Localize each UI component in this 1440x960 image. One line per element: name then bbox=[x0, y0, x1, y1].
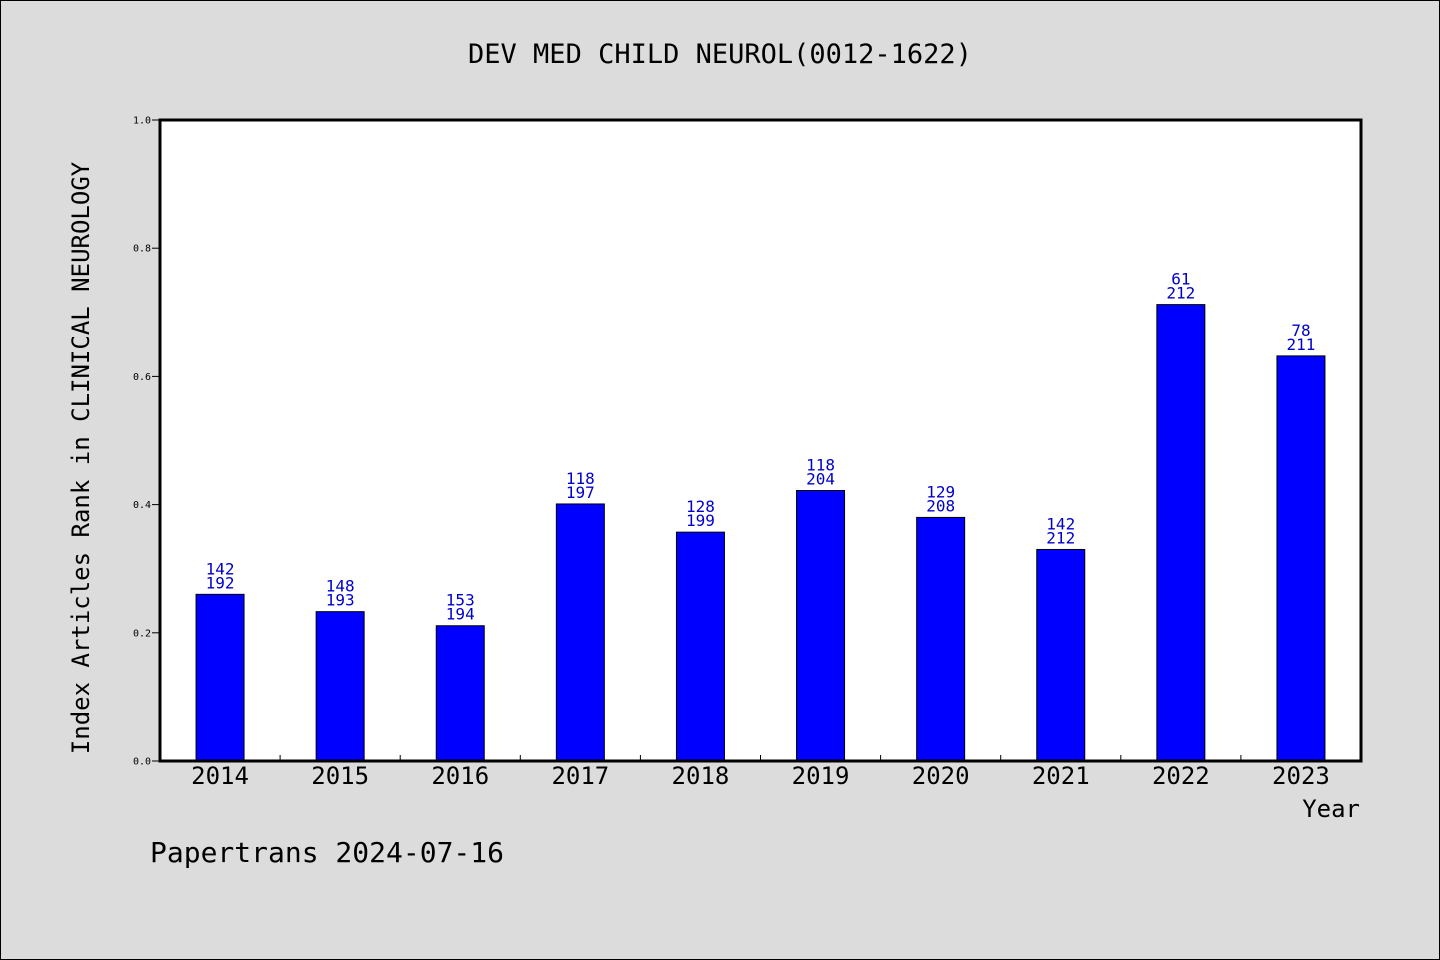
data-label-rank: 118 bbox=[566, 469, 595, 488]
data-label-total: 211 bbox=[1286, 335, 1315, 354]
data-label-total: 193 bbox=[326, 591, 355, 610]
data-label-total: 197 bbox=[566, 483, 595, 502]
x-axis-ticks: 2014 2015 2016 2017 2018 2019 2020 2021 2022 2023 bbox=[191, 755, 1330, 790]
bar bbox=[796, 489, 846, 762]
data-label-total: 204 bbox=[806, 469, 835, 488]
chart-title: DEV MED CHILD NEUROL(0012-1622) bbox=[468, 39, 972, 70]
y-tick-label: 0.2 bbox=[133, 628, 151, 639]
data-label-rank: 118 bbox=[806, 455, 835, 474]
y-tick-label: 0.4 bbox=[133, 500, 151, 511]
y-tick-label: 0.0 bbox=[133, 757, 151, 768]
y-axis-label: Index Articles Rank in CLINICAL NEUROLOG… bbox=[67, 161, 95, 754]
x-tick-label: 2021 bbox=[1032, 762, 1090, 790]
bar bbox=[1036, 548, 1086, 762]
data-label-rank: 61 bbox=[1171, 270, 1190, 289]
x-tick-label: 2015 bbox=[311, 762, 369, 790]
x-tick-label: 2016 bbox=[431, 762, 489, 790]
bar bbox=[555, 503, 605, 762]
x-axis-label: Year bbox=[1302, 795, 1360, 823]
bar bbox=[916, 516, 966, 762]
bar bbox=[1156, 304, 1206, 762]
data-label-total: 199 bbox=[686, 511, 715, 530]
footer-credit: Papertrans 2024-07-16 bbox=[150, 836, 504, 869]
data-label-rank: 148 bbox=[326, 577, 355, 596]
bars bbox=[195, 304, 1326, 762]
y-tick-label: 0.6 bbox=[133, 372, 151, 383]
data-label-rank: 142 bbox=[1046, 514, 1075, 533]
data-label-total: 212 bbox=[1046, 528, 1075, 547]
data-label-rank: 153 bbox=[446, 591, 475, 610]
data-label-total: 208 bbox=[926, 496, 955, 515]
x-tick-label: 2014 bbox=[191, 762, 249, 790]
data-label-total: 194 bbox=[446, 605, 475, 624]
y-tick-label: 0.8 bbox=[133, 244, 151, 255]
data-label-rank: 129 bbox=[926, 482, 955, 501]
bar bbox=[675, 531, 725, 762]
x-tick-label: 2022 bbox=[1152, 762, 1210, 790]
data-label-total: 192 bbox=[206, 573, 235, 592]
bar bbox=[315, 611, 365, 762]
y-tick-label: 1.0 bbox=[133, 116, 151, 127]
x-tick-label: 2019 bbox=[792, 762, 850, 790]
bar bbox=[195, 593, 245, 762]
plot-border bbox=[158, 118, 1363, 763]
data-label-rank: 78 bbox=[1291, 321, 1310, 340]
bar bbox=[1276, 355, 1326, 762]
bar bbox=[435, 625, 485, 762]
data-label-rank: 128 bbox=[686, 497, 715, 516]
data-label-rank: 142 bbox=[206, 559, 235, 578]
x-tick-label: 2017 bbox=[551, 762, 609, 790]
x-tick-label: 2020 bbox=[912, 762, 970, 790]
x-tick-label: 2018 bbox=[672, 762, 730, 790]
data-label-total: 212 bbox=[1166, 284, 1195, 303]
y-axis-ticks: 0.0 0.2 0.4 0.6 0.8 1.0 bbox=[133, 116, 160, 768]
x-tick-label: 2023 bbox=[1272, 762, 1330, 790]
